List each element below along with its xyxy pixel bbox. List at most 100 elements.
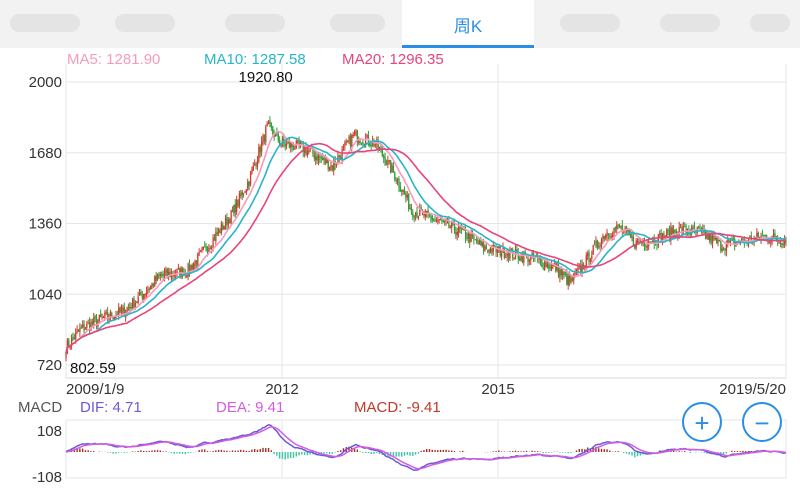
candle-body: [417, 216, 420, 219]
macd-bar: [578, 449, 580, 452]
candle-body: [193, 264, 195, 271]
tab-placeholder[interactable]: [10, 14, 80, 32]
candle-body: [204, 246, 206, 248]
candle-body: [272, 126, 274, 134]
candle-body: [237, 199, 239, 206]
candle-body: [478, 240, 481, 244]
macd-bar: [154, 450, 156, 452]
macd-y-tick-label: 108: [37, 423, 62, 440]
macd-bar: [531, 450, 533, 452]
macd-bar: [514, 450, 517, 452]
macd-bar: [420, 450, 422, 452]
candle-body: [413, 216, 415, 218]
macd-bar: [173, 452, 175, 454]
candle-body: [70, 337, 73, 347]
candle-body: [133, 298, 135, 308]
candle-body: [428, 213, 431, 216]
macd-bar: [245, 450, 248, 452]
candle-body: [75, 332, 77, 339]
candle-body: [358, 141, 360, 143]
candle-body: [484, 245, 486, 251]
candle-body: [219, 230, 221, 234]
candle-body: [434, 219, 436, 221]
candle-body: [406, 194, 408, 198]
candle-body: [391, 165, 393, 172]
zoom-in-button[interactable]: +: [682, 402, 722, 442]
macd-bar: [595, 446, 597, 452]
candle-body: [302, 142, 304, 152]
candle-body: [505, 256, 507, 258]
macd-bar: [79, 448, 81, 452]
candle-body: [560, 268, 562, 275]
macd-bar: [226, 450, 228, 452]
candle-body: [449, 227, 451, 229]
candle-body: [541, 259, 543, 267]
candle-body: [144, 294, 146, 296]
macd-bar: [581, 448, 583, 452]
macd-bar: [600, 448, 603, 452]
macd-bar: [672, 450, 675, 452]
candle-body: [288, 141, 291, 148]
candle-body: [65, 353, 67, 358]
macd-bar: [370, 452, 372, 454]
candle-body: [241, 191, 243, 196]
candle-body: [349, 135, 352, 147]
macd-bar: [204, 449, 206, 452]
candle-body: [718, 240, 721, 242]
tab-placeholder[interactable]: [330, 14, 385, 32]
candle-body: [602, 236, 604, 239]
macd-bar: [73, 449, 76, 452]
candle-body: [269, 120, 271, 124]
macd-bar: [187, 452, 189, 454]
candle-body: [409, 207, 411, 209]
candle-body: [134, 302, 137, 307]
tab-placeholder[interactable]: [225, 14, 285, 32]
candle-body: [564, 273, 567, 275]
candle-body: [631, 236, 633, 239]
macd-bar: [292, 452, 295, 458]
tab-weekly-k[interactable]: 周K: [402, 0, 534, 48]
macd-bar: [265, 448, 267, 452]
macd-bar: [561, 452, 564, 453]
candle-body: [252, 165, 254, 171]
candle-body: [101, 316, 103, 318]
candle-body: [76, 330, 78, 333]
candle-body: [348, 136, 350, 143]
macd-bar: [259, 449, 261, 452]
macd-bar: [356, 449, 359, 452]
macd-bar: [703, 452, 705, 453]
candle-body: [362, 141, 364, 144]
macd-bar: [165, 451, 167, 452]
macd-bar: [747, 450, 750, 452]
macd-bar: [339, 450, 342, 452]
candle-body: [607, 233, 610, 235]
tab-placeholder[interactable]: [115, 14, 175, 32]
macd-bar: [140, 450, 142, 452]
tab-placeholder[interactable]: [750, 14, 790, 32]
macd-bar: [145, 451, 148, 452]
candle-body: [323, 157, 325, 160]
candle-body: [503, 247, 506, 259]
macd-bar: [298, 452, 300, 456]
tab-placeholder[interactable]: [660, 14, 720, 32]
candle-body: [267, 121, 270, 125]
macd-bar: [181, 452, 184, 454]
macd-bar: [93, 451, 95, 452]
dea-line: [65, 426, 787, 470]
macd-bar: [520, 451, 522, 452]
candle-body: [749, 236, 751, 238]
candle-body: [617, 224, 619, 226]
candle-body: [226, 216, 228, 226]
candle-body: [711, 236, 714, 244]
zoom-out-button[interactable]: −: [742, 402, 782, 442]
candle-body: [287, 142, 289, 144]
macd-bar: [281, 452, 284, 460]
candle-body: [245, 189, 248, 193]
tab-placeholder[interactable]: [560, 14, 620, 32]
candle-body: [470, 233, 472, 242]
candle-body: [162, 274, 164, 276]
macd-bar: [462, 450, 464, 452]
candle-body: [768, 241, 771, 243]
candle-body: [649, 241, 651, 243]
